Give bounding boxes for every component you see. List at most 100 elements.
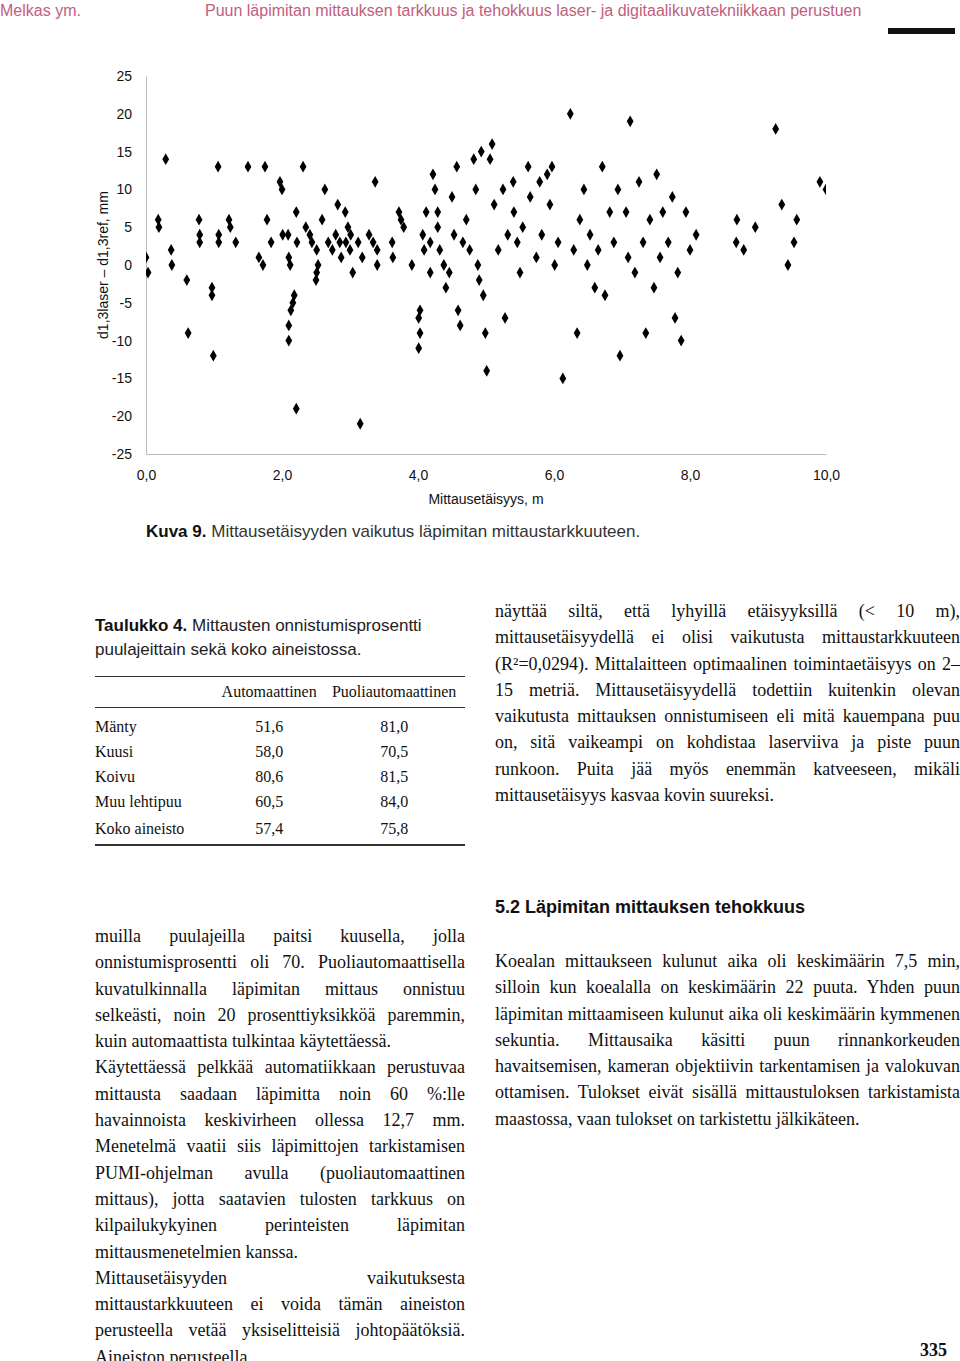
point [487,153,494,165]
table-head: AutomaattinenPuoliautomaattinen [95,677,465,708]
point [366,229,373,241]
y-tick-label: -20 [112,408,132,424]
point [442,282,449,294]
y-tick: 20 [116,106,146,122]
point [669,191,676,203]
point [285,229,292,241]
table-cell: 70,5 [323,739,465,764]
page-number: 335 [920,1340,947,1361]
point [232,236,239,248]
point [264,214,271,226]
point [357,418,364,430]
point [651,282,658,294]
y-tick: 25 [116,68,146,84]
point [551,259,558,271]
point [334,199,341,211]
point [587,229,594,241]
point [657,252,664,264]
y-tick-label: -10 [112,333,132,349]
point [400,221,407,233]
table-cell: 57,4 [215,814,323,845]
table-header-row: AutomaattinenPuoliautomaattinen [95,677,465,708]
point [210,350,217,362]
y-tick: -5 [120,295,146,311]
point [640,236,647,248]
y-tick: -15 [112,370,146,386]
point [533,252,540,264]
point [285,320,292,332]
point [642,327,649,339]
point [421,244,428,256]
y-tick-label: 5 [124,219,132,235]
point [434,221,441,233]
point [733,236,740,248]
y-tick-label: 10 [116,181,132,197]
point [536,176,543,188]
point [146,267,151,279]
point [156,221,163,233]
point [374,244,381,256]
point [215,236,222,248]
point [196,214,203,226]
point [514,236,521,248]
point [389,236,396,248]
point [632,267,639,279]
point [459,236,466,248]
point [610,236,617,248]
table: AutomaattinenPuoliautomaattinenMänty51,6… [95,676,465,846]
y-tick-label: 15 [116,144,132,160]
point [602,289,609,301]
point [215,161,222,173]
x-tick: 8,0 [681,454,701,483]
point [653,168,660,180]
point [478,146,485,158]
table-cell: 81,5 [323,764,465,789]
point [549,161,556,173]
table-column-header: Automaattinen [215,677,323,708]
table-cell: 58,0 [215,739,323,764]
point [574,327,581,339]
point [432,184,439,196]
point [466,244,473,256]
paragraph: Käytettäessä pelkkää automatiikkaan peru… [95,1054,465,1264]
table-row: Koivu80,681,5 [95,764,465,789]
point [245,161,252,173]
point [659,206,666,218]
point [793,214,800,226]
point [359,252,366,264]
point [423,206,430,218]
point [408,259,415,271]
section-heading: 5.2 Läpimitan mittauksen tehokkuus [495,897,805,918]
point [595,244,602,256]
point [309,236,316,248]
point [262,161,269,173]
table-cell: 75,8 [323,814,465,845]
y-tick: 15 [116,144,146,160]
point [752,221,759,233]
point [517,267,524,279]
point [525,161,532,173]
point [693,229,700,241]
point [470,153,477,165]
point [313,244,320,256]
point [415,342,422,354]
point [672,312,679,324]
point [430,168,437,180]
y-tick: 10 [116,181,146,197]
point [627,115,634,127]
point [500,184,507,196]
paragraph: näyttää siltä, että lyhyillä etäisyyksil… [495,598,960,808]
text-column: näyttää siltä, että lyhyillä etäisyyksil… [495,598,960,808]
point [491,199,498,211]
point [474,259,481,271]
point [417,327,424,339]
point [372,176,379,188]
point [544,168,551,180]
point [168,259,175,271]
points [146,108,826,430]
point [636,176,643,188]
point [646,214,653,226]
table-row: Kuusi58,070,5 [95,739,465,764]
table-cell: 81,0 [323,708,465,740]
table-body: Mänty51,681,0Kuusi58,070,5Koivu80,681,5M… [95,708,465,846]
